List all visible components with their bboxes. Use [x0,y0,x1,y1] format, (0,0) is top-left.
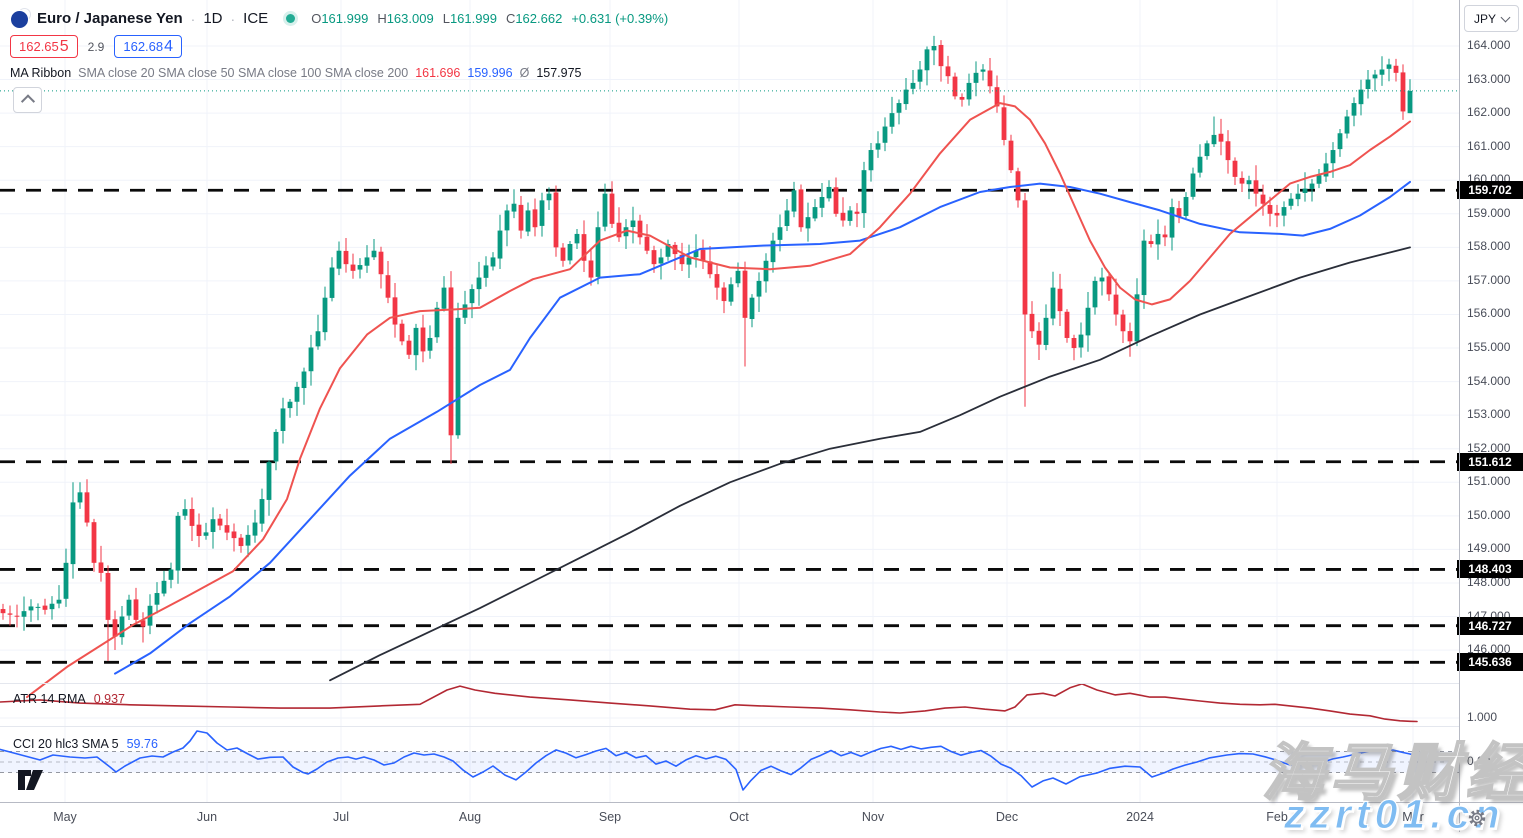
chart-canvas[interactable] [0,0,1523,802]
watermark-site-url: zzrt01.cn [1283,791,1505,838]
open-value: 161.999 [321,11,369,26]
price-axis[interactable] [1460,0,1523,803]
time-axis-border [0,802,1523,803]
time-axis[interactable] [0,803,1460,832]
low-label: L [442,11,450,26]
separator-dot: · [190,10,196,27]
settings-gear-icon[interactable] [1467,808,1487,828]
spread-value: 2.9 [87,39,105,54]
bid-price: 162.65 [19,39,59,54]
currency-unit-dropdown[interactable]: JPY [1464,5,1519,32]
exchange-label[interactable]: ICE [243,10,269,27]
close-value: 162.662 [515,11,563,26]
ask-price-last-digit: 4 [164,38,174,55]
atr-label-text: ATR 14 RMA [13,692,86,706]
symbol-legend-row: Euro / Japanese Yen · 1D · ICE O161.999 … [10,8,668,29]
high-label: H [377,11,387,26]
watermark-chinese: 海马财经 [1261,738,1523,809]
ma-sma200-value: 157.975 [536,66,582,80]
eur-jpy-pair-icon [10,8,31,29]
cci-label-text: CCI 20 hlc3 SMA 5 [13,737,119,751]
ma-sma20-value: 161.696 [415,66,461,80]
chevron-up-icon [20,94,35,109]
atr-legend[interactable]: ATR 14 RMA 0.937 [13,692,125,706]
market-status-icon[interactable] [286,14,296,23]
tradingview-logo[interactable] [17,768,45,792]
ma-ribbon-name: MA Ribbon [10,66,72,80]
close-label: C [505,11,516,26]
ma-sma50-value: 159.996 [467,66,513,80]
currency-label: JPY [1473,11,1496,26]
bid-ask-row: 162.65 5 2.9 162.68 4 [10,35,183,58]
ma-ribbon-legend[interactable]: MA Ribbon SMA close 20 SMA close 50 SMA … [10,66,582,80]
price-axis-border [1459,0,1460,832]
pane-separator-atr-cci[interactable] [0,726,1459,727]
interval-label[interactable]: 1D [203,10,223,27]
high-value: 163.009 [386,11,434,26]
cci-legend[interactable]: CCI 20 hlc3 SMA 5 59.76 [13,737,158,751]
chevron-down-icon [1500,12,1511,22]
atr-value: 0.937 [93,692,125,706]
change-value: +0.631 (+0.39%) [571,11,669,26]
buy-button[interactable]: 162.68 4 [114,35,183,58]
pane-separator-price-atr[interactable] [0,683,1459,684]
cci-value: 59.76 [126,737,158,751]
collapse-legend-button[interactable] [13,87,42,113]
separator-dot: · [230,10,236,27]
low-value: 161.999 [449,11,497,26]
ask-price: 162.68 [123,39,164,54]
bid-price-last-digit: 5 [59,38,69,55]
ma-ribbon-params: SMA close 20 SMA close 50 SMA close 100 … [78,66,409,80]
open-label: O [311,11,322,26]
symbol-title[interactable]: Euro / Japanese Yen [37,10,183,27]
ma-sma100-empty-value: Ø [519,66,530,80]
ohlc-values: O161.999 H163.009 L161.999 C162.662 +0.6… [311,11,668,26]
sell-button[interactable]: 162.65 5 [10,35,78,58]
